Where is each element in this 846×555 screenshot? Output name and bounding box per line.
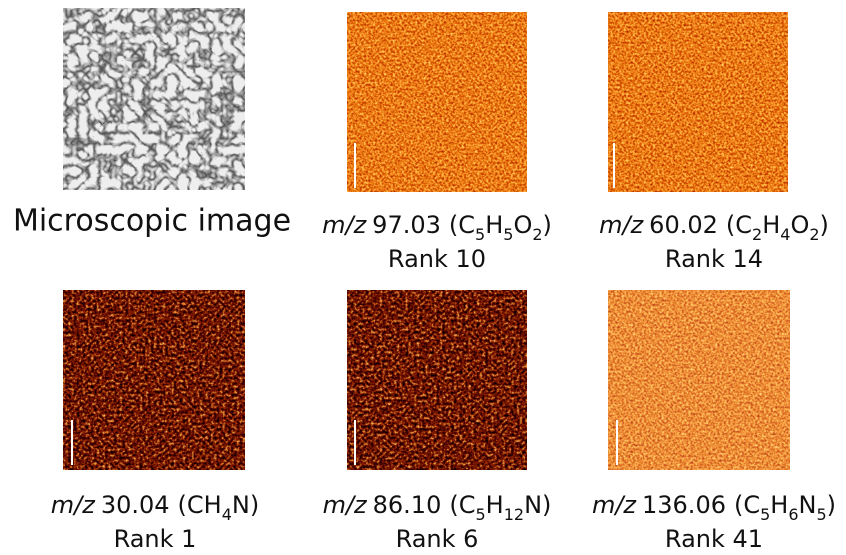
mz-label: m/z bbox=[51, 491, 96, 519]
formula-element: ) bbox=[543, 211, 552, 239]
ion-image bbox=[63, 290, 245, 470]
mz-label: m/z bbox=[599, 211, 644, 239]
ion-image bbox=[347, 290, 527, 470]
mz-label: m/z bbox=[323, 491, 368, 519]
formula-element: (CH bbox=[178, 491, 222, 519]
formula-element: O bbox=[790, 211, 809, 239]
formula-element: O bbox=[513, 211, 532, 239]
formula-subscript: 2 bbox=[809, 225, 819, 244]
figure: Microscopic imagem/z97.03(C5H5O2)Rank 10… bbox=[0, 0, 846, 555]
formula-element: H bbox=[762, 211, 780, 239]
mz-value: 30.04 bbox=[101, 491, 170, 519]
formula-element: H bbox=[486, 491, 504, 519]
formula-subscript: 5 bbox=[816, 505, 826, 524]
mz-label: m/z bbox=[592, 491, 637, 519]
formula-element: (C bbox=[734, 491, 760, 519]
mz-value: 97.03 bbox=[372, 211, 441, 239]
ion-image bbox=[608, 12, 788, 192]
caption: Microscopic image bbox=[13, 204, 291, 239]
formula-element: ) bbox=[820, 211, 829, 239]
cell-pattern bbox=[63, 8, 245, 190]
formula-subscript: 2 bbox=[752, 225, 762, 244]
ion-image bbox=[347, 12, 527, 192]
formula-element: (C bbox=[449, 491, 475, 519]
rank: Rank 10 bbox=[388, 245, 486, 273]
formula-subscript: 4 bbox=[222, 505, 232, 524]
formula-subscript: 5 bbox=[760, 505, 770, 524]
formula-subscript: 5 bbox=[503, 225, 513, 244]
rank: Rank 14 bbox=[665, 245, 763, 273]
formula-subscript: 2 bbox=[532, 225, 542, 244]
formula-element: (C bbox=[449, 211, 475, 239]
formula-element: ) bbox=[827, 491, 836, 519]
mz-label: m/z bbox=[322, 211, 367, 239]
mz-value: 136.06 bbox=[642, 491, 726, 519]
formula-subscript: 4 bbox=[780, 225, 790, 244]
rank: Rank 41 bbox=[665, 525, 763, 553]
rank: Rank 6 bbox=[396, 525, 479, 553]
formula-subscript: 5 bbox=[475, 505, 485, 524]
images bbox=[63, 8, 790, 470]
formula-subscript: 5 bbox=[475, 225, 485, 244]
ion-image bbox=[608, 290, 790, 470]
mz-value: 60.02 bbox=[649, 211, 718, 239]
formula-element: H bbox=[485, 211, 503, 239]
formula-element: N bbox=[799, 491, 817, 519]
formula-subscript: 12 bbox=[504, 505, 524, 524]
formula-subscript: 6 bbox=[788, 505, 798, 524]
mz-value: 86.10 bbox=[373, 491, 442, 519]
formula-element: N) bbox=[524, 491, 551, 519]
formula-element: N) bbox=[232, 491, 259, 519]
formula-element: (C bbox=[726, 211, 752, 239]
formula-element: H bbox=[770, 491, 788, 519]
rank: Rank 1 bbox=[114, 525, 197, 553]
